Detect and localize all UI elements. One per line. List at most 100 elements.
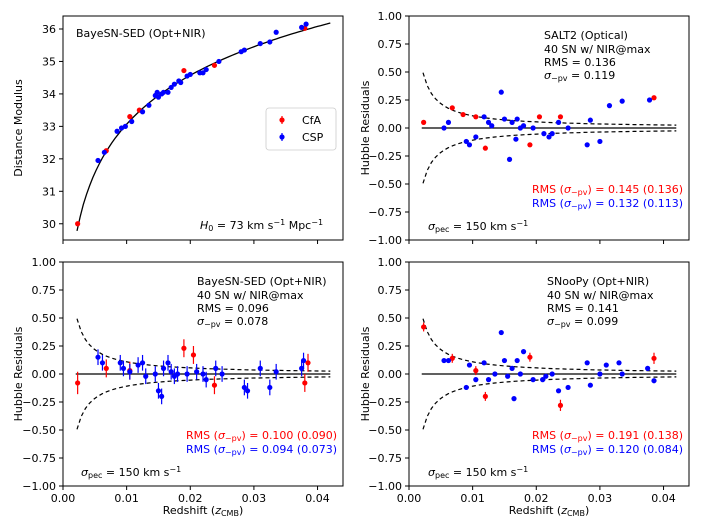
y-axis-ticks: 1.00 0.75 0.50 0.25 0.00 −0.25 −0.50 −0.75 −1.00: [368, 10, 409, 247]
point-csp: [300, 357, 307, 364]
x-tick-label: 0.01: [114, 492, 139, 505]
point-cfa: [557, 114, 564, 120]
panel-text-line-1: SNooPy (Opt+NIR): [547, 275, 649, 288]
x-tick-label: 0.02: [178, 492, 203, 505]
panel-text-line-2: 40 SN w/ NIR@max: [197, 289, 304, 302]
y-tick-label: 34: [42, 88, 56, 101]
y-tick-label: 0.50: [378, 66, 403, 79]
panel-hubble-diagram: 30 31 32 33 34 35 36 BayeSN-SED (Opt+NIR) Dist…: [12, 15, 344, 244]
point-cfa: [557, 402, 564, 408]
panel-text-line-1: SALT2 (Optical): [544, 29, 628, 42]
point-csp: [257, 40, 263, 47]
y-tick-label: 33: [42, 120, 56, 133]
point-csp: [187, 71, 193, 78]
h0-sup2: −1: [311, 218, 323, 227]
point-csp: [541, 131, 547, 137]
y-tick-label: −1.00: [22, 480, 56, 493]
point-csp: [546, 134, 552, 140]
x-tick-label: 0.02: [524, 492, 549, 505]
point-csp: [505, 373, 511, 379]
point-cfa: [527, 354, 533, 360]
point-csp: [200, 70, 206, 76]
point-csp: [606, 103, 613, 109]
point-csp: [514, 357, 520, 364]
x-axis-ticks: 0.00 0.01 0.02 0.03 0.04: [397, 486, 676, 505]
x-tick-label: 0.00: [51, 492, 76, 505]
point-csp: [646, 97, 653, 103]
h0-mid: Mpc: [285, 219, 311, 232]
point-csp: [95, 157, 101, 164]
sigma-pec-label: σpec = 150 km s−1: [81, 465, 181, 480]
point-csp: [129, 118, 135, 125]
panel-bayesn-residuals: 1.00 0.75 0.50 0.25 0.00 −0.25 −0.50 −0.75 −1.00…: [12, 256, 344, 518]
point-csp: [165, 89, 171, 95]
y-axis-label: Hubble Residuals: [12, 326, 25, 421]
y-tick-label: 0.25: [32, 340, 57, 353]
point-csp: [530, 125, 536, 131]
x-tick-label: 0.03: [588, 492, 613, 505]
y-tick-label: −0.25: [22, 396, 56, 409]
point-csp: [473, 134, 479, 140]
y-tick-label: 0.50: [32, 312, 57, 325]
panel-text-line-1: BayeSN-SED (Opt+NIR): [197, 275, 327, 288]
point-csp: [160, 89, 167, 95]
y-tick-label: 0.75: [378, 284, 403, 297]
y-tick-label: 1.00: [378, 256, 403, 269]
point-csp: [489, 123, 495, 129]
point-cfa: [127, 114, 133, 120]
point-csp: [492, 371, 498, 377]
point-cfa: [75, 221, 81, 227]
x-axis-tick-marks: [62, 240, 319, 244]
point-cfa: [536, 114, 543, 120]
point-csp: [203, 66, 209, 73]
point-csp: [520, 349, 527, 355]
data-points: [421, 322, 657, 411]
point-csp: [194, 369, 200, 375]
point-csp: [152, 371, 158, 377]
panel-sigma-pv: σ−pv = 0.119: [544, 69, 615, 83]
y-tick-label: −0.25: [368, 396, 402, 409]
point-csp: [117, 360, 123, 366]
point-csp: [520, 123, 527, 129]
point-csp: [160, 365, 167, 371]
rms-cfa: RMS (σ−pv) = 0.145 (0.136): [532, 183, 683, 197]
point-cfa: [103, 365, 109, 371]
point-csp: [139, 360, 146, 366]
x-axis-ticks: 0.00 0.01 0.02 0.03 0.04: [51, 486, 330, 505]
point-cfa: [473, 368, 479, 374]
point-cfa: [421, 324, 427, 330]
point-csp: [445, 119, 452, 125]
point-csp: [267, 384, 273, 391]
y-tick-label: −1.00: [368, 234, 402, 247]
point-csp: [509, 119, 515, 125]
point-csp: [95, 354, 101, 360]
point-csp: [549, 131, 555, 137]
point-csp: [565, 125, 571, 131]
point-csp: [120, 365, 127, 371]
point-csp: [616, 360, 622, 366]
data-points: [75, 339, 311, 405]
point-csp: [303, 21, 309, 27]
point-csp: [530, 377, 536, 383]
point-csp: [445, 357, 452, 364]
y-tick-label: 1.00: [378, 10, 403, 23]
point-csp: [514, 116, 520, 122]
point-csp: [139, 109, 146, 115]
point-csp: [619, 98, 625, 104]
point-csp: [441, 357, 447, 364]
point-csp: [203, 377, 209, 383]
x-tick-label: 0.00: [397, 492, 422, 505]
y-tick-label: 35: [42, 55, 56, 68]
h0-sub: 0: [208, 224, 213, 233]
point-csp: [498, 329, 504, 336]
rms-csp: RMS (σ−pv) = 0.132 (0.113): [532, 197, 683, 211]
point-csp: [155, 94, 162, 100]
legend-csp-marker: [279, 134, 285, 140]
point-csp: [184, 371, 190, 377]
h0-value: = 73 km s: [213, 219, 273, 232]
h0-annotation: H0 = 73 km s−1 Mpc−1: [200, 218, 323, 233]
point-cfa: [181, 345, 187, 351]
y-axis-label: Hubble Residuals: [359, 80, 372, 175]
point-csp: [555, 119, 562, 125]
